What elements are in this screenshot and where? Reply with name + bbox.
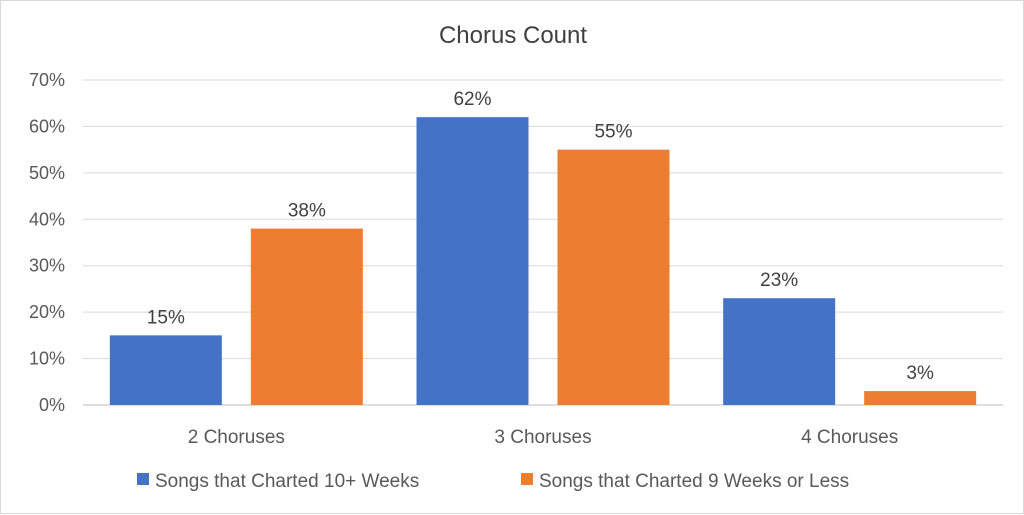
chart-title: Chorus Count bbox=[439, 22, 587, 49]
y-tick-label: 30% bbox=[29, 256, 65, 276]
legend: Songs that Charted 10+ Weeks Songs that C… bbox=[137, 471, 849, 492]
gridlines bbox=[83, 79, 1003, 406]
y-axis-ticks: 0% 10% 20% 30% 40% 50% 60% 70% bbox=[29, 70, 65, 415]
data-label: 38% bbox=[288, 201, 326, 222]
y-tick-label: 40% bbox=[29, 209, 65, 229]
bar-2-2 bbox=[557, 149, 670, 405]
bar-1-3 bbox=[723, 298, 836, 405]
x-tick-label: 3 Choruses bbox=[494, 427, 591, 448]
legend-swatch-2 bbox=[521, 473, 533, 485]
x-axis-ticks: 2 Choruses 3 Choruses 4 Choruses bbox=[188, 427, 899, 448]
data-label: 3% bbox=[906, 363, 934, 384]
bar-1-2 bbox=[416, 117, 529, 406]
legend-label-2: Songs that Charted 9 Weeks or Less bbox=[539, 471, 849, 492]
data-label: 62% bbox=[453, 89, 491, 110]
bar-2-1 bbox=[250, 228, 363, 405]
data-label: 55% bbox=[594, 122, 632, 143]
y-tick-label: 50% bbox=[29, 163, 65, 183]
y-tick-label: 20% bbox=[29, 302, 65, 322]
y-tick-label: 70% bbox=[29, 70, 65, 90]
x-tick-label: 4 Choruses bbox=[801, 427, 898, 448]
bar-2-3 bbox=[864, 391, 977, 405]
bars bbox=[109, 117, 977, 406]
legend-swatch-1 bbox=[137, 473, 149, 485]
data-labels: 15% 38% 62% 55% 23% 3% bbox=[147, 89, 934, 384]
y-tick-label: 10% bbox=[29, 349, 65, 369]
data-label: 23% bbox=[760, 270, 798, 291]
bar-1-1 bbox=[109, 335, 222, 405]
y-tick-label: 0% bbox=[39, 395, 65, 415]
data-label: 15% bbox=[147, 307, 185, 328]
x-tick-label: 2 Choruses bbox=[188, 427, 285, 448]
legend-label-1: Songs that Charted 10+ Weeks bbox=[155, 471, 419, 492]
y-tick-label: 60% bbox=[29, 116, 65, 136]
